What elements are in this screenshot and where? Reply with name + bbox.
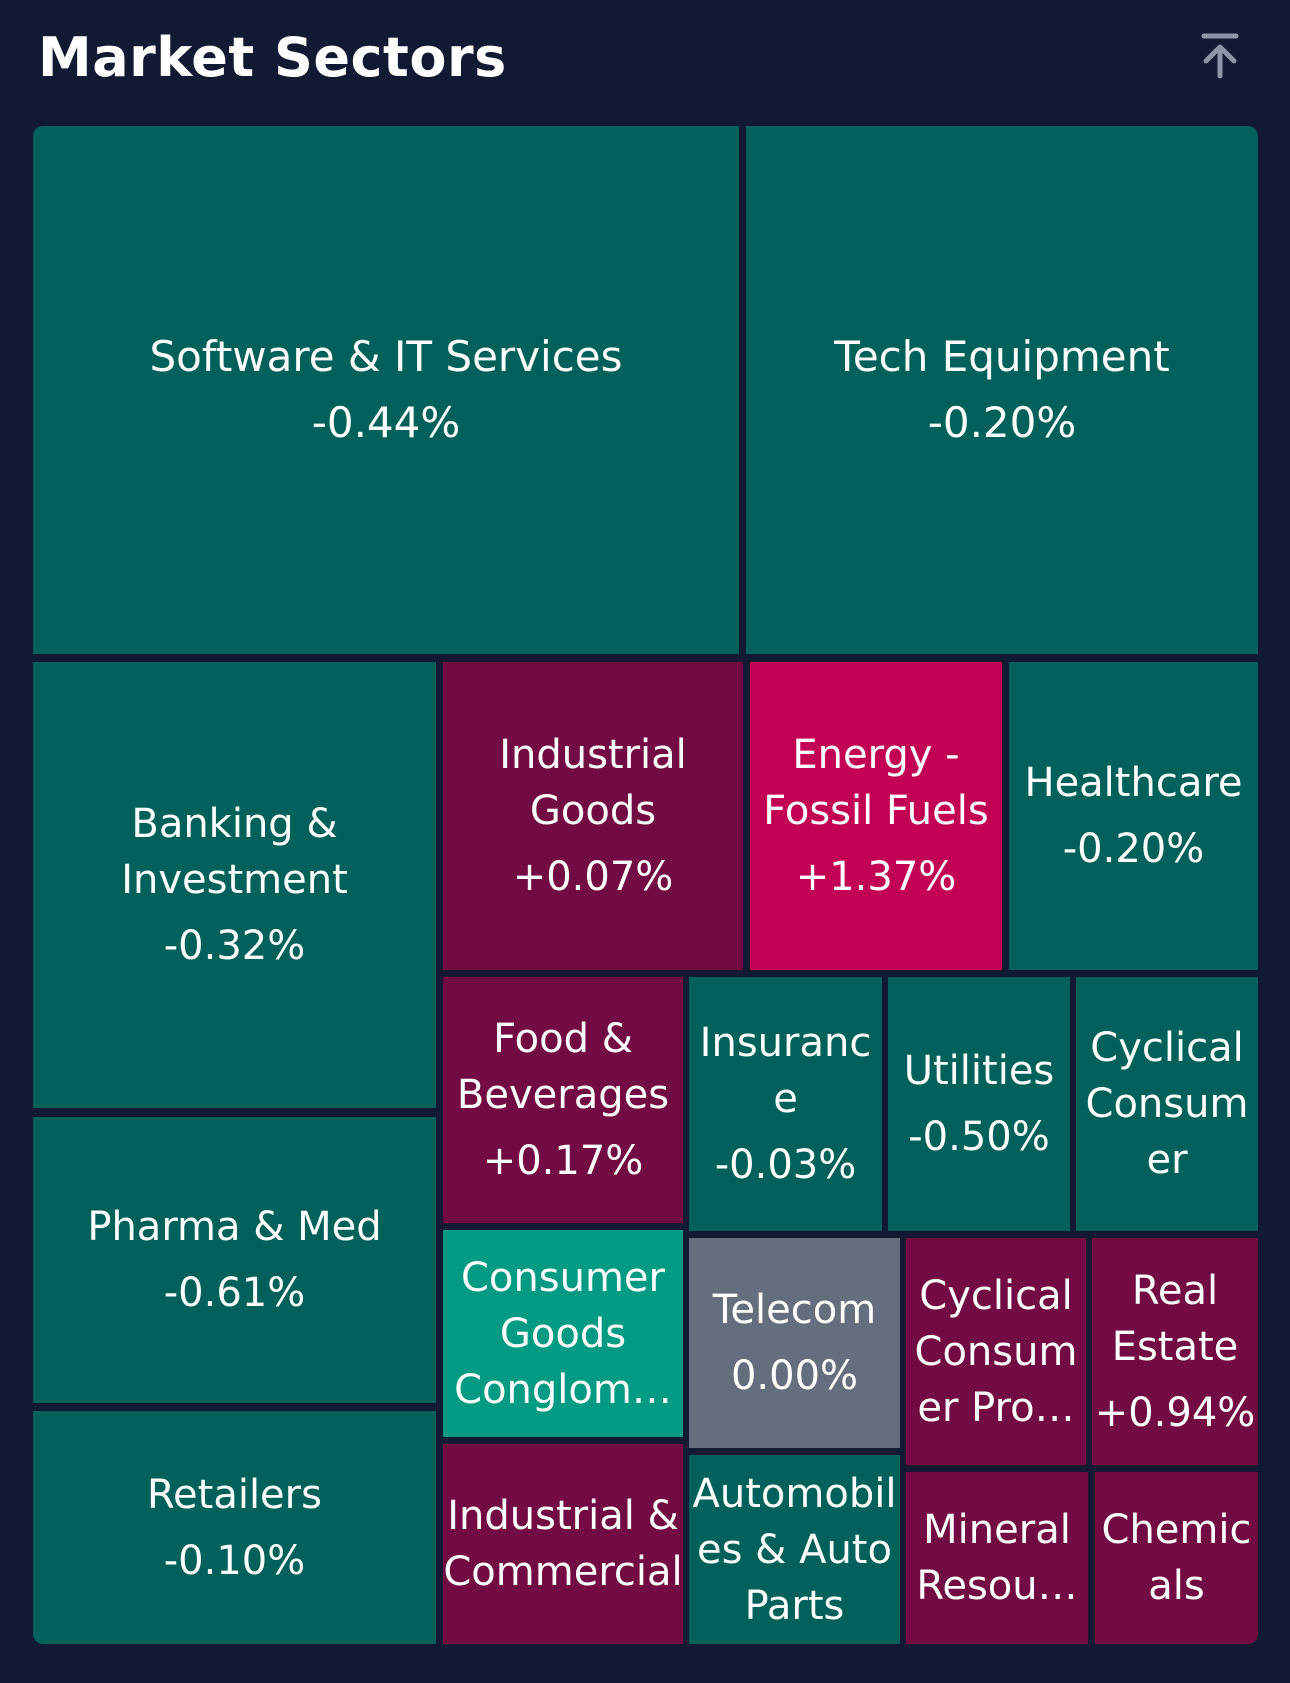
sector-tile-retailers[interactable]: Retailers -0.10%: [33, 1411, 436, 1644]
sector-tile-chemicals[interactable]: Chemic als: [1095, 1472, 1258, 1644]
sector-tile-healthcare[interactable]: Healthcare -0.20%: [1009, 662, 1258, 970]
sector-tile-banking-investment[interactable]: Banking & Investment -0.32%: [33, 662, 436, 1108]
sector-tile-pharma-med[interactable]: Pharma & Med -0.61%: [33, 1117, 436, 1403]
collapse-button[interactable]: [1192, 28, 1248, 84]
sector-name: Retailers: [147, 1471, 322, 1518]
sector-change: +0.07%: [512, 854, 674, 900]
sector-tile-tech-equipment[interactable]: Tech Equipment -0.20%: [746, 126, 1258, 654]
sector-name: Healthcare: [1024, 760, 1243, 806]
sector-name: Insuranc e: [699, 1020, 872, 1122]
sector-name: Food & Beverages: [456, 1016, 670, 1118]
sector-tile-real-estate[interactable]: Real Estate +0.94%: [1092, 1238, 1258, 1465]
sector-name: Telecom: [712, 1287, 877, 1333]
sector-name: Cyclical Consum er Pro…: [914, 1272, 1078, 1431]
sector-tile-consumer-goods-conglomerates[interactable]: Consumer Goods Conglom…: [443, 1230, 683, 1437]
sector-tile-industrial-goods[interactable]: Industrial Goods +0.07%: [443, 662, 743, 970]
sector-tile-energy-fossil-fuels[interactable]: Energy - Fossil Fuels +1.37%: [750, 662, 1002, 970]
sector-change: -0.32%: [163, 923, 306, 969]
sector-treemap: Software & IT Services -0.44% Tech Equip…: [33, 126, 1258, 1644]
sector-change: -0.61%: [163, 1270, 306, 1316]
sector-name: Cyclical Consum er: [1085, 1025, 1249, 1183]
sector-name: Utilities: [903, 1048, 1055, 1094]
sector-name: Consumer Goods Conglom…: [454, 1254, 672, 1413]
sector-tile-telecom[interactable]: Telecom 0.00%: [689, 1238, 900, 1448]
sector-name: Energy - Fossil Fuels: [763, 732, 989, 834]
sector-tile-cyclical-consumer-products[interactable]: Cyclical Consum er Pro…: [906, 1238, 1086, 1465]
sector-change: +0.94%: [1094, 1389, 1256, 1436]
sector-tile-insurance[interactable]: Insuranc e -0.03%: [689, 977, 882, 1231]
sector-tile-industrial-commercial[interactable]: Industrial & Commercial: [443, 1444, 683, 1644]
sector-change: -0.20%: [1062, 826, 1205, 872]
sector-tile-software-it-services[interactable]: Software & IT Services -0.44%: [33, 126, 739, 654]
sector-tile-automobiles-auto-parts[interactable]: Automobil es & Auto Parts: [689, 1455, 900, 1644]
sector-change: 0.00%: [730, 1353, 859, 1399]
sector-change: -0.03%: [714, 1142, 857, 1188]
sector-name: Tech Equipment: [834, 332, 1170, 381]
sector-name: Banking & Investment: [121, 801, 348, 903]
sector-name: Automobil es & Auto Parts: [692, 1470, 897, 1629]
arrow-up-to-line-icon: [1201, 33, 1239, 79]
sector-name: Pharma & Med: [87, 1204, 382, 1250]
sector-tile-cyclical-consumer[interactable]: Cyclical Consum er: [1076, 977, 1258, 1231]
sector-name: Chemic als: [1101, 1507, 1252, 1609]
page-title: Market Sectors: [38, 26, 507, 89]
sector-tile-utilities[interactable]: Utilities -0.50%: [888, 977, 1070, 1231]
sector-change: -0.10%: [163, 1537, 306, 1584]
sector-change: -0.44%: [311, 398, 461, 447]
sector-change: -0.50%: [908, 1114, 1050, 1160]
sector-tile-mineral-resources[interactable]: Mineral Resou…: [906, 1472, 1088, 1644]
sector-name: Industrial & Commercial: [443, 1493, 683, 1595]
sector-change: +0.17%: [482, 1138, 644, 1184]
sector-name: Mineral Resou…: [916, 1507, 1078, 1609]
sector-name: Software & IT Services: [149, 332, 623, 381]
sector-tile-food-beverages[interactable]: Food & Beverages +0.17%: [443, 977, 683, 1223]
sector-name: Real Estate: [1111, 1267, 1239, 1370]
sector-change: -0.20%: [927, 398, 1077, 447]
sector-change: +1.37%: [795, 854, 957, 900]
sector-name: Industrial Goods: [499, 732, 687, 834]
